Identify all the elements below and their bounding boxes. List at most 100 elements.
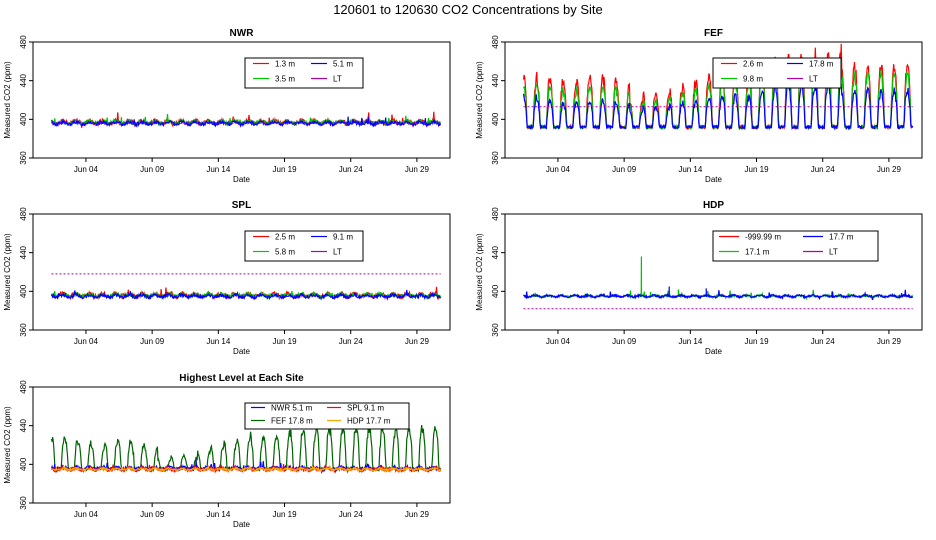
series-line-5-1-m: [51, 116, 442, 129]
x-tick-label: Jun 04: [74, 510, 99, 519]
y-tick-label: 400: [19, 284, 28, 298]
x-tick-label: Jun 19: [745, 337, 770, 346]
x-tick-label: Jun 29: [405, 510, 430, 519]
y-axis-label: Measured CO2 (ppm): [3, 406, 12, 484]
x-tick-label: Jun 14: [206, 165, 231, 174]
plot-frame: [32, 41, 451, 159]
x-tick-label: Jun 19: [745, 165, 770, 174]
x-tick-label: Jun 24: [339, 337, 364, 346]
x-tick-label: Jun 29: [877, 337, 902, 346]
x-tick-label: Jun 24: [811, 165, 836, 174]
legend-label: LT: [333, 248, 342, 257]
y-tick-label: 480: [491, 35, 500, 49]
x-tick-label: Jun 19: [273, 165, 298, 174]
series-line-hdp-17-7-m: [50, 464, 442, 473]
legend-label: 9.8 m: [743, 75, 763, 84]
legend-label: SPL 9.1 m: [347, 404, 384, 413]
y-tick-label: 480: [491, 207, 500, 221]
y-tick-label: 440: [19, 418, 28, 432]
legend: NWR 5.1 m SPL 9.1 m FEF 17.8 m HDP 17.7 m: [244, 402, 410, 430]
legend-label: 17.8 m: [809, 60, 834, 69]
chart-title: FEF: [704, 28, 723, 39]
y-tick-label: 400: [19, 457, 28, 471]
y-tick-label: 440: [491, 245, 500, 259]
x-axis-label: Date: [705, 347, 722, 356]
y-axis-label: Measured CO2 (ppm): [3, 233, 12, 311]
legend-label: 1.3 m: [275, 60, 295, 69]
legend-label: HDP 17.7 m: [347, 417, 391, 426]
x-tick-label: Jun 29: [405, 337, 430, 346]
series-line-17-7-m: [523, 286, 914, 301]
plot-frame: [32, 213, 451, 331]
legend-label: -999.99 m: [745, 233, 781, 242]
x-tick-label: Jun 04: [74, 165, 99, 174]
x-tick-label: Jun 14: [206, 337, 231, 346]
legend-label: NWR 5.1 m: [271, 404, 313, 413]
chart-title: HDP: [703, 200, 724, 211]
x-tick-label: Jun 04: [546, 165, 571, 174]
plot-frame: [504, 41, 923, 159]
y-axis-label: Measured CO2 (ppm): [475, 61, 484, 139]
y-tick-label: 440: [491, 73, 500, 87]
series-line-17-1-m: [522, 256, 914, 301]
chart-title: SPL: [232, 200, 251, 211]
x-tick-label: Jun 04: [546, 337, 571, 346]
y-tick-label: 360: [19, 496, 28, 510]
x-axis-label: Date: [233, 175, 250, 184]
y-tick-label: 400: [19, 112, 28, 126]
series-group: [50, 111, 442, 129]
x-axis-label: Date: [705, 175, 722, 184]
legend-label: 9.1 m: [333, 233, 353, 242]
y-tick-label: 360: [491, 151, 500, 165]
series-group: [522, 256, 914, 310]
y-tick-label: 360: [491, 323, 500, 337]
y-tick-label: 480: [19, 207, 28, 221]
chart-highest: Highest Level at Each Site 360 400 440 480 Ju…: [3, 373, 451, 529]
x-tick-label: Jun 09: [140, 337, 165, 346]
legend-label: 5.8 m: [275, 248, 295, 257]
y-tick-label: 400: [491, 112, 500, 126]
x-tick-label: Jun 09: [140, 165, 165, 174]
legend-label: 17.7 m: [829, 233, 854, 242]
x-axis-label: Date: [233, 520, 250, 529]
legend-label: 2.6 m: [743, 60, 763, 69]
series-line-fef-17-8-m: [50, 423, 442, 473]
legend-label: 2.5 m: [275, 233, 295, 242]
chart-nwr: NWR 360 400 440 480 Jun 04 Jun 09 Jun 14 Jun 19 J…: [3, 28, 451, 184]
x-tick-label: Jun 09: [140, 510, 165, 519]
legend: 1.3 m 5.1 m 3.5 m LT: [244, 57, 364, 89]
y-tick-label: 400: [491, 284, 500, 298]
x-tick-label: Jun 14: [678, 165, 703, 174]
legend: 2.6 m 17.8 m 9.8 m LT: [712, 57, 842, 89]
x-tick-label: Jun 09: [612, 337, 637, 346]
legend-box: [712, 230, 879, 262]
y-tick-label: 440: [19, 73, 28, 87]
y-tick-label: 440: [19, 245, 28, 259]
x-tick-label: Jun 09: [612, 165, 637, 174]
chart-fef: FEF 360 400 440 480 Jun 04 Jun 09 Jun 14 Jun 19 J…: [475, 28, 923, 184]
y-tick-label: 480: [19, 35, 28, 49]
panels: NWR 360 400 440 480 Jun 04 Jun 09 Jun 14 Jun 19 J…: [3, 28, 923, 529]
y-tick-label: 360: [19, 323, 28, 337]
figure-title: 120601 to 120630 CO2 Concentrations by S…: [333, 2, 603, 17]
plot-frame: [32, 386, 451, 504]
y-tick-label: 360: [19, 151, 28, 165]
chart-hdp: HDP 360 400 440 480 Jun 04 Jun 09 Jun 14 Jun 19 J…: [475, 200, 923, 356]
x-tick-label: Jun 19: [273, 337, 298, 346]
x-tick-label: Jun 29: [405, 165, 430, 174]
x-tick-label: Jun 14: [206, 510, 231, 519]
series-group: [50, 273, 442, 301]
legend-label: 17.1 m: [745, 248, 770, 257]
legend-label: LT: [809, 75, 818, 84]
y-axis-label: Measured CO2 (ppm): [475, 233, 484, 311]
legend-label: LT: [829, 248, 838, 257]
legend-label: FEF 17.8 m: [271, 417, 313, 426]
legend-label: 5.1 m: [333, 60, 353, 69]
x-axis-label: Date: [233, 347, 250, 356]
chart-spl: SPL 360 400 440 480 Jun 04 Jun 09 Jun 14 Jun 19 J…: [3, 200, 451, 356]
x-tick-label: Jun 24: [339, 510, 364, 519]
y-tick-label: 480: [19, 380, 28, 394]
legend-label: 3.5 m: [275, 75, 295, 84]
plot-frame: [504, 213, 923, 331]
x-tick-label: Jun 24: [811, 337, 836, 346]
